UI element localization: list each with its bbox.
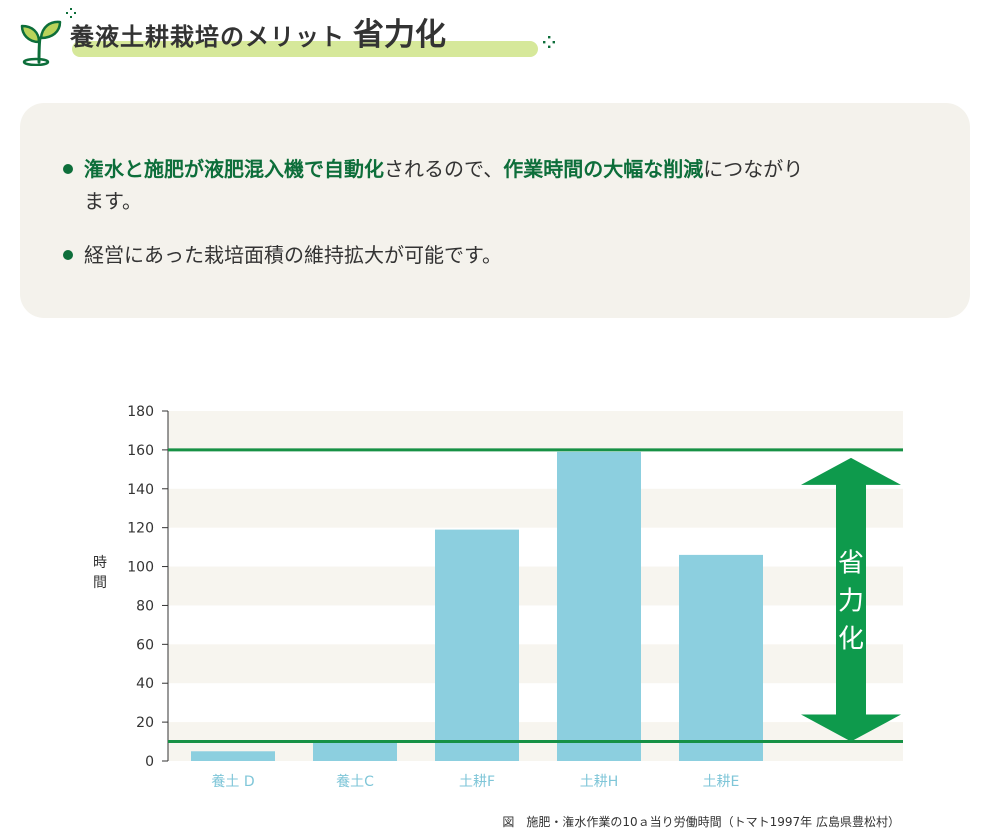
savings-arrow	[801, 457, 901, 742]
grid-band	[168, 411, 903, 450]
y-tick-label: 180	[127, 404, 154, 420]
grid-band	[168, 644, 903, 684]
y-tick-label: 160	[127, 443, 154, 459]
info-text: につながります。	[84, 157, 804, 213]
y-axis-label-char: 時	[93, 555, 107, 571]
arrow-label-char: 省	[838, 549, 864, 579]
y-axis-label-char: 間	[93, 575, 107, 591]
y-axis-label: 時間	[88, 553, 112, 593]
x-tick-label: 土耕H	[580, 773, 619, 790]
sprout-icon	[20, 20, 62, 66]
arrow-label-char: 力	[838, 587, 864, 617]
sparkle-icon	[543, 36, 555, 48]
y-tick-label: 80	[136, 598, 154, 614]
info-text-highlight: 作業時間の大幅な削減	[503, 157, 704, 181]
sparkle-icon	[66, 8, 76, 18]
page-title: 養液土耕栽培のメリット 省力化	[70, 8, 446, 51]
y-tick-label: 120	[127, 521, 154, 537]
grid-band	[168, 488, 903, 528]
info-box: 潅水と施肥が液肥混入機で自動化されるので、作業時間の大幅な削減につながります。 …	[20, 103, 970, 318]
labor-hours-chart: 0 20 40 60 80 100 120 140 160 180 養土 D 養土C 土耕F 土耕H 土耕E…	[127, 404, 903, 790]
info-text-highlight: 潅水と施肥が液肥混入機で自動化	[84, 157, 384, 181]
arrow-label: 省力化	[838, 549, 864, 655]
bullet-icon	[63, 164, 73, 174]
title-sub: 省力化	[353, 17, 446, 53]
x-tick-label: 養土 D	[211, 773, 254, 790]
bar	[435, 529, 519, 761]
bullet-icon	[63, 250, 73, 260]
arrow-label-char: 化	[838, 625, 864, 655]
info-text: 経営にあった栽培面積の維持拡大が可能です。	[84, 243, 502, 267]
info-item: 潅水と施肥が液肥混入機で自動化されるので、作業時間の大幅な削減につながります。	[60, 153, 820, 217]
title-block: 養液土耕栽培のメリット 省力化	[70, 8, 538, 66]
info-text: されるので、	[384, 157, 504, 181]
chart-caption: 図 施肥・潅水作業の10ａ当り労働時間（トマト1997年 広島県豊松村）	[502, 815, 900, 829]
y-tick-label: 0	[145, 754, 154, 770]
info-list: 潅水と施肥が液肥混入機で自動化されるので、作業時間の大幅な削減につながります。 …	[60, 153, 820, 293]
bar	[557, 451, 641, 761]
title-highlight	[72, 41, 538, 57]
bar	[679, 554, 763, 761]
y-tick-label: 20	[136, 715, 154, 731]
title-main: 養液土耕栽培のメリット	[70, 23, 345, 51]
x-tick-label: 土耕F	[459, 773, 495, 790]
bar	[313, 741, 397, 761]
y-tick-label: 100	[127, 560, 154, 576]
grid-band	[168, 566, 903, 606]
y-tick-label: 60	[136, 637, 154, 653]
page-header: 養液土耕栽培のメリット 省力化	[18, 8, 618, 68]
y-tick-label: 140	[127, 482, 154, 498]
x-tick-label: 養土C	[336, 773, 374, 790]
bar	[191, 751, 275, 761]
x-tick-label: 土耕E	[703, 773, 740, 790]
y-tick-label: 40	[136, 676, 154, 692]
info-item: 経営にあった栽培面積の維持拡大が可能です。	[60, 239, 820, 271]
